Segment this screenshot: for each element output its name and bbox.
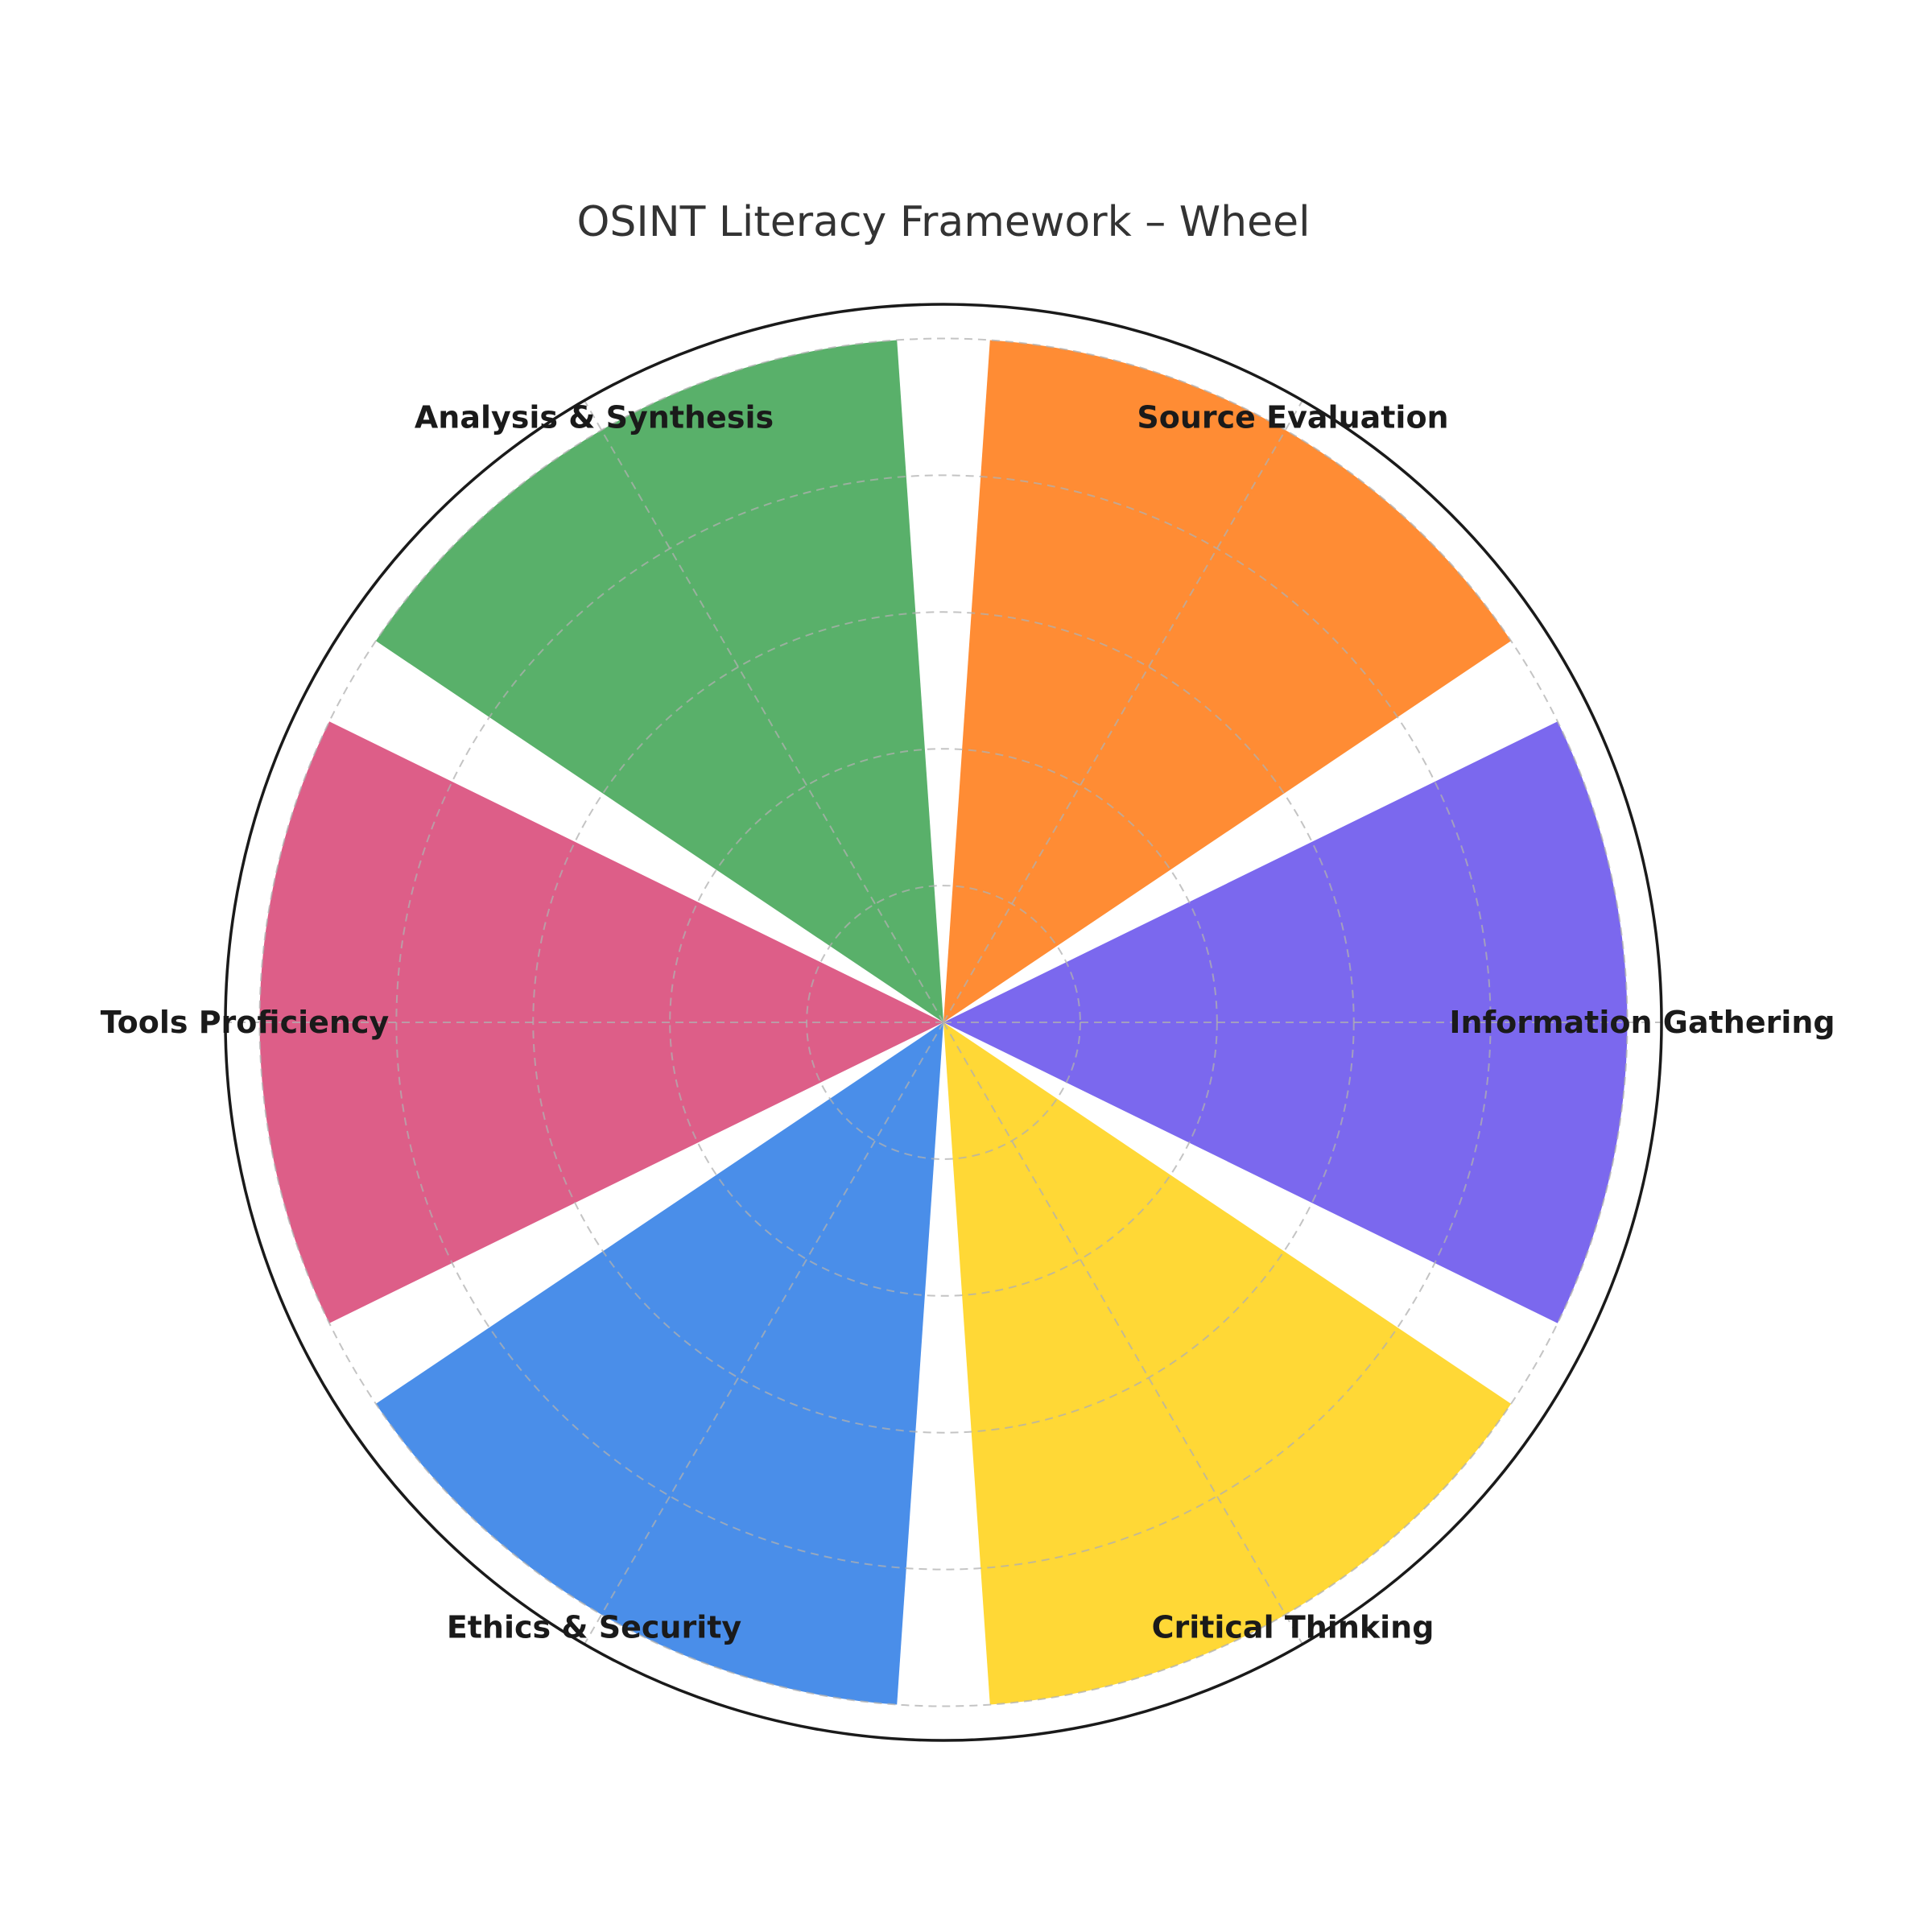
bar-critical-thinking (943, 1022, 1512, 1705)
angular-gridline (584, 1022, 944, 1645)
bar-analysis-synthesis (375, 340, 944, 1022)
bar-information-gathering (943, 721, 1628, 1323)
grid-layer (225, 337, 1662, 1707)
radial-gridline (532, 611, 1355, 1434)
category-label: Source Evaluation (1137, 399, 1448, 435)
angular-gridline (943, 1022, 1303, 1645)
category-label: Tools Proficiency (101, 1005, 390, 1040)
category-label: Analysis & Synthesis (415, 399, 774, 435)
bars-layer (259, 340, 1628, 1705)
outer-ring (224, 303, 1663, 1742)
chart-title: OSINT Literacy Framework – Wheel (576, 198, 1310, 246)
bar-source-evaluation (943, 340, 1512, 1022)
labels-layer: Information Gathering Source Evaluation An… (101, 399, 1835, 1645)
bar-ethics-security (375, 1022, 944, 1705)
category-label: Critical Thinking (1152, 1610, 1435, 1645)
radial-gridline (258, 337, 1629, 1707)
radial-gridline (669, 748, 1218, 1297)
category-label: Ethics & Security (447, 1610, 742, 1645)
radial-gridline (806, 885, 1081, 1160)
category-label: Information Gathering (1449, 1005, 1835, 1040)
angular-gridline (943, 400, 1303, 1023)
bar-tools-proficiency (259, 721, 943, 1323)
radial-gridline (395, 474, 1492, 1571)
angular-gridline (584, 400, 944, 1023)
